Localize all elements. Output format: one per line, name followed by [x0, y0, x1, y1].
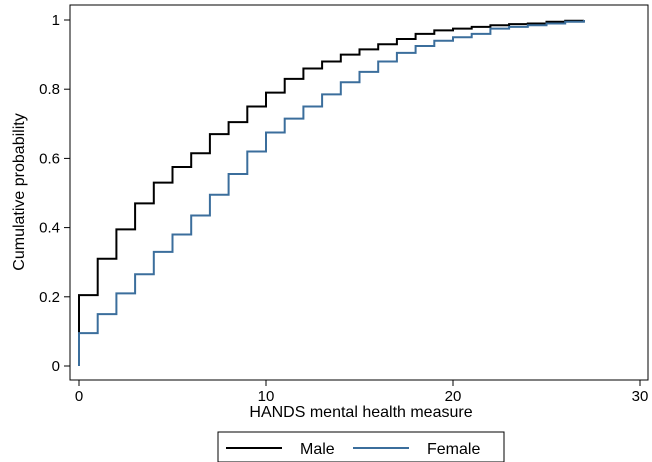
x-tick-label: 10 — [258, 388, 275, 405]
legend-label-female: Female — [427, 441, 480, 458]
y-tick-label: 0.6 — [39, 150, 60, 167]
y-tick-label: 0.2 — [39, 289, 60, 306]
legend: Male Female — [217, 431, 505, 462]
y-tick-label: 1 — [52, 12, 60, 29]
y-axis-title: Cumulative probability — [11, 113, 28, 270]
x-tick-label: 0 — [75, 388, 83, 405]
x-axis: 0 10 20 30 — [75, 380, 649, 405]
x-tick-label: 30 — [632, 388, 649, 405]
series-line-female — [78, 20, 585, 366]
y-tick-label: 0.8 — [39, 81, 60, 98]
y-tick-label: 0 — [52, 358, 60, 375]
series-line-male — [78, 19, 585, 366]
y-tick-label: 0.4 — [39, 220, 60, 237]
legend-label-male: Male — [300, 441, 335, 458]
x-axis-title: HANDS mental health measure — [249, 404, 472, 421]
y-axis: 0 0.2 0.4 0.6 0.8 1 — [39, 12, 70, 375]
series-layer — [78, 19, 585, 366]
x-tick-label: 20 — [445, 388, 462, 405]
plot-frame — [69, 4, 649, 381]
